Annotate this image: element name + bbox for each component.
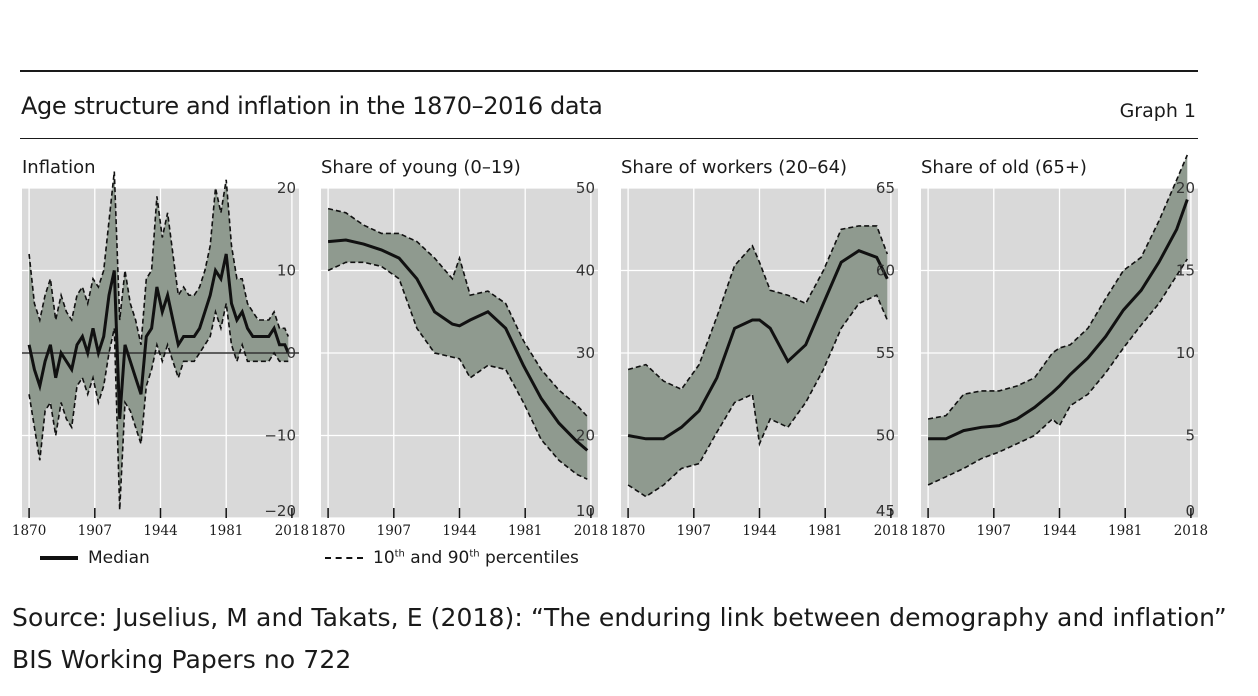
series-p90 bbox=[627, 225, 889, 391]
series-p90 bbox=[327, 207, 588, 418]
series-p10 bbox=[627, 294, 889, 498]
source-line-1: Source: Juselius, M and Takats, E (2018)… bbox=[12, 603, 1227, 632]
x-tick-label: 1981 bbox=[209, 523, 243, 539]
y-tick-label: 30 bbox=[576, 344, 595, 362]
x-tick-label: 1944 bbox=[143, 523, 177, 539]
y-tick-label: 0 bbox=[286, 344, 296, 362]
y-tick-label: 55 bbox=[876, 344, 895, 362]
x-tick-label: 1981 bbox=[508, 523, 542, 539]
header-rule bbox=[20, 138, 1198, 139]
x-tick-label: 1944 bbox=[442, 523, 476, 539]
x-tick-label: 2018 bbox=[275, 523, 309, 539]
series-median bbox=[27, 253, 290, 420]
y-tick-label: 10 bbox=[1176, 344, 1195, 362]
percentile-band bbox=[928, 155, 1188, 485]
y-tick-label: 20 bbox=[277, 179, 296, 197]
percentile-band bbox=[328, 208, 588, 480]
x-tick-label: 1981 bbox=[1108, 523, 1142, 539]
source-line-2: BIS Working Papers no 722 bbox=[12, 645, 352, 674]
y-tick-label: 10 bbox=[277, 262, 296, 280]
x-tick-label: 2018 bbox=[1174, 523, 1208, 539]
x-tick-label: 2018 bbox=[874, 523, 908, 539]
x-tick-label: 1870 bbox=[12, 523, 46, 539]
x-tick-label: 1907 bbox=[977, 523, 1011, 539]
figure-title: Age structure and inflation in the 1870–… bbox=[21, 92, 603, 120]
x-tick-label: 1907 bbox=[377, 523, 411, 539]
legend-median-label: Median bbox=[88, 548, 150, 568]
panel-title: Inflation bbox=[22, 157, 96, 178]
legend-median-swatch bbox=[40, 556, 78, 560]
y-tick-label: 5 bbox=[1185, 427, 1195, 445]
x-tick-label: 1944 bbox=[742, 523, 776, 539]
percentile-band bbox=[628, 225, 888, 497]
y-tick-label: 65 bbox=[876, 179, 895, 197]
series-median bbox=[327, 238, 589, 452]
y-tick-label: 10 bbox=[576, 502, 595, 520]
series-p10 bbox=[28, 303, 289, 510]
x-tick-label: 1907 bbox=[677, 523, 711, 539]
y-tick-label: 20 bbox=[1176, 179, 1195, 197]
legend-median: Median bbox=[40, 548, 150, 568]
y-tick-label: 50 bbox=[576, 179, 595, 197]
y-tick-label: −20 bbox=[264, 502, 296, 520]
graph-label: Graph 1 bbox=[1119, 100, 1196, 122]
x-tick-label: 1870 bbox=[311, 523, 345, 539]
y-tick-label: 15 bbox=[1176, 262, 1195, 280]
x-tick-label: 1907 bbox=[78, 523, 112, 539]
x-tick-label: 1870 bbox=[911, 523, 945, 539]
panel-2: Share of young (0–19) 10 20 30 40 50 1870 1907 1… bbox=[311, 157, 608, 539]
panel-3: Share of workers (20–64) 45 50 55 60 65 1870 19… bbox=[611, 157, 908, 539]
x-tick-label: 2018 bbox=[574, 523, 608, 539]
legend-percentiles: 10th and 90th percentiles bbox=[325, 548, 579, 568]
y-tick-label: 60 bbox=[876, 262, 895, 280]
series-p90 bbox=[28, 171, 290, 345]
series-median bbox=[627, 249, 889, 441]
series-p10 bbox=[327, 261, 588, 480]
x-tick-label: 1944 bbox=[1042, 523, 1076, 539]
y-tick-label: 40 bbox=[576, 262, 595, 280]
panel-1: Inflation −20 −10 0 10 20 1870 1907 1944 1981 2018 bbox=[12, 157, 309, 539]
panel-title: Share of young (0–19) bbox=[321, 157, 521, 178]
legend-percentiles-label: 10th and 90th percentiles bbox=[373, 548, 579, 568]
panel-title: Share of old (65+) bbox=[921, 157, 1087, 178]
panel-title: Share of workers (20–64) bbox=[621, 157, 847, 178]
y-tick-label: 20 bbox=[576, 427, 595, 445]
y-tick-label: 50 bbox=[876, 427, 895, 445]
y-tick-label: −10 bbox=[264, 427, 296, 445]
x-tick-label: 1981 bbox=[808, 523, 842, 539]
top-rule bbox=[20, 70, 1198, 72]
series-median bbox=[928, 198, 1189, 441]
y-tick-label: 45 bbox=[876, 502, 895, 520]
series-p10 bbox=[927, 258, 1188, 486]
percentile-band bbox=[29, 171, 289, 510]
series-p90 bbox=[927, 154, 1189, 420]
legend-percentiles-swatch bbox=[325, 557, 363, 559]
x-tick-label: 1870 bbox=[611, 523, 645, 539]
panel-4: Share of old (65+)0510152018701907194419… bbox=[911, 154, 1208, 539]
